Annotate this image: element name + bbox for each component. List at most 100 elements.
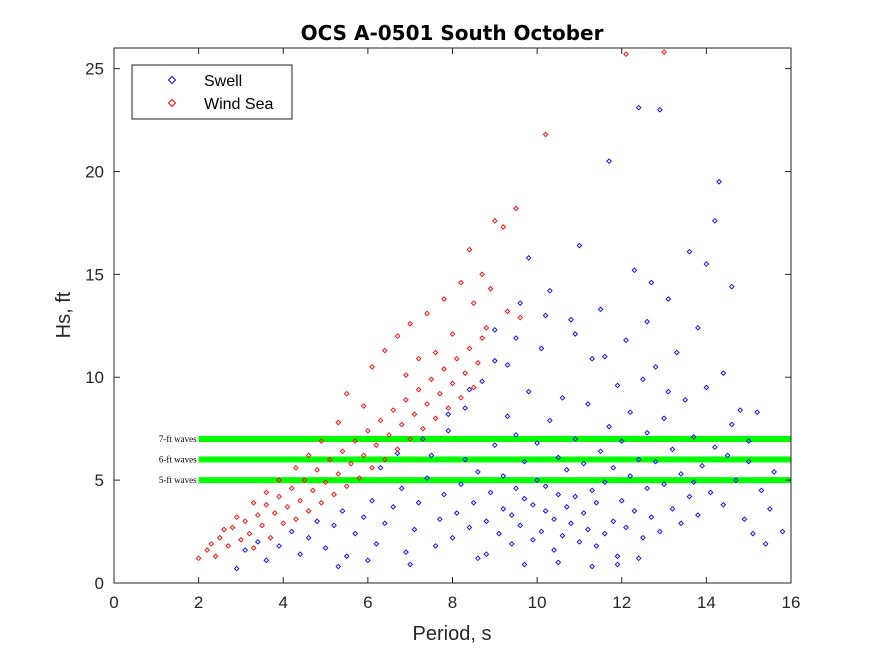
data-point <box>542 312 549 319</box>
x-tick-label: 0 <box>109 593 118 612</box>
data-point <box>470 499 477 506</box>
data-point <box>394 446 401 453</box>
data-point <box>305 534 312 541</box>
data-point <box>483 551 490 558</box>
data-point <box>635 104 642 111</box>
data-point <box>407 436 414 442</box>
data-point <box>517 314 524 321</box>
data-point <box>411 526 418 533</box>
data-point <box>491 218 498 224</box>
data-point <box>648 279 655 286</box>
data-point <box>644 485 650 492</box>
data-point <box>601 530 608 537</box>
data-point <box>665 296 672 302</box>
data-point <box>623 337 629 344</box>
data-point <box>555 454 562 461</box>
data-point <box>707 489 714 496</box>
data-point <box>546 417 553 424</box>
data-point <box>504 308 511 315</box>
data-point <box>606 423 612 430</box>
data-point <box>242 518 249 525</box>
x-tick-label: 4 <box>279 593 288 612</box>
data-point <box>407 320 414 327</box>
data-point <box>225 543 232 549</box>
data-point <box>259 522 265 529</box>
data-point <box>656 528 663 535</box>
data-point <box>728 421 735 428</box>
plot-area <box>114 48 791 583</box>
data-point <box>420 425 426 432</box>
legend-wind-sea-label: Wind Sea <box>204 96 273 113</box>
reference-line-label: 7-ft waves <box>159 434 197 444</box>
data-point <box>745 438 752 444</box>
reference-line-label: 6-ft waves <box>159 455 197 465</box>
data-point <box>305 452 312 459</box>
legend-wind-sea-marker <box>167 98 177 108</box>
data-point <box>597 448 604 455</box>
data-point <box>538 528 545 535</box>
data-point <box>475 359 481 366</box>
data-point <box>652 364 659 370</box>
y-tick-label: 15 <box>85 265 104 284</box>
data-point <box>576 539 583 545</box>
data-point <box>436 516 443 523</box>
data-point <box>449 534 456 541</box>
legend: Swell Wind Sea <box>131 64 293 120</box>
data-point <box>466 246 473 253</box>
data-point <box>381 347 388 354</box>
data-point <box>415 499 422 506</box>
data-point <box>614 553 621 560</box>
data-point <box>585 526 591 533</box>
data-point <box>635 456 642 463</box>
data-point <box>445 427 452 434</box>
data-point <box>322 545 329 551</box>
data-point <box>314 518 320 525</box>
y-tick-label: 0 <box>95 574 104 593</box>
data-point <box>572 436 579 442</box>
data-point <box>462 370 469 376</box>
y-tick-label: 10 <box>85 368 104 387</box>
data-point <box>343 483 350 490</box>
data-point <box>534 477 540 483</box>
data-point <box>551 547 557 553</box>
data-point <box>335 563 342 570</box>
data-point <box>479 271 485 278</box>
data-point <box>513 432 519 438</box>
data-point <box>335 419 342 426</box>
data-point <box>420 436 426 442</box>
x-tick-label: 16 <box>782 593 801 612</box>
data-point <box>263 501 270 508</box>
data-point <box>568 316 574 323</box>
data-point <box>627 409 634 416</box>
data-point <box>661 481 667 488</box>
data-point <box>631 267 638 274</box>
data-point <box>733 477 739 483</box>
data-point <box>271 510 278 516</box>
data-point <box>750 530 756 537</box>
data-point <box>513 485 519 492</box>
data-point <box>250 499 257 506</box>
data-point <box>580 510 587 516</box>
data-point <box>432 543 439 549</box>
data-point <box>525 388 532 395</box>
data-point <box>487 285 494 292</box>
data-point <box>673 349 680 356</box>
data-point <box>517 522 524 529</box>
data-point <box>644 429 650 436</box>
y-axis-ticks: 0 5 10 15 20 25 <box>85 60 791 593</box>
data-point <box>597 306 604 313</box>
data-point <box>360 452 367 459</box>
data-point <box>255 512 261 518</box>
data-point <box>640 534 646 541</box>
data-point <box>669 506 676 512</box>
data-point <box>246 530 253 537</box>
data-point <box>470 300 477 306</box>
data-point <box>233 565 240 572</box>
data-point <box>310 487 316 494</box>
data-point <box>403 372 409 379</box>
data-point <box>513 205 519 212</box>
data-point <box>682 397 689 403</box>
data-point <box>394 450 401 457</box>
data-point <box>500 506 507 512</box>
